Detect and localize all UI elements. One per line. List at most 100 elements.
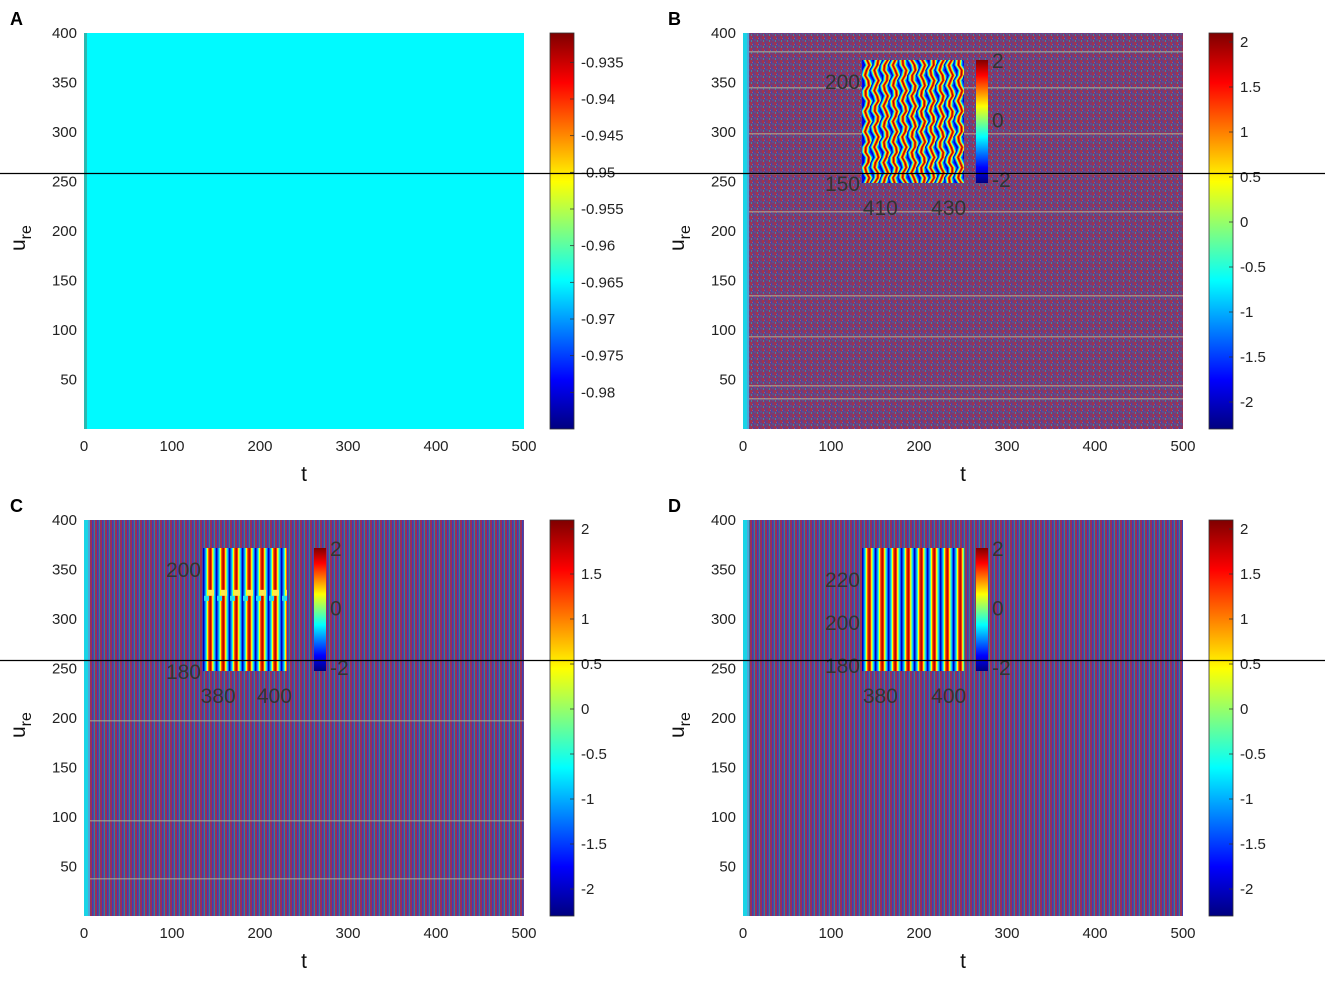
y-tick-label: 200 [711, 223, 736, 240]
inset-y-tick-label: 180 [166, 661, 201, 684]
inset-colorbar-tick-label: 2 [330, 538, 342, 561]
heatmap-defect-line [749, 211, 1183, 213]
colorbar-tick-label: -1 [1240, 791, 1253, 808]
x-tick-label: 400 [1082, 925, 1107, 942]
x-axis-label: t [301, 950, 307, 973]
heatmap-transient-edge [747, 33, 749, 429]
heatmap-defect-line [749, 87, 1183, 89]
x-tick-label: 400 [423, 438, 448, 455]
panel-c-heatmap [84, 520, 524, 916]
x-tick-label: 500 [511, 438, 536, 455]
colorbar-gradient [549, 32, 575, 430]
colorbar-tick-label: 0 [1240, 214, 1248, 231]
y-tick-label: 200 [711, 710, 736, 727]
inset-heatmap [862, 60, 964, 183]
inset-y-tick-label: 220 [825, 569, 860, 592]
panel-a-colorbar: -0.935 -0.94 -0.945 -0.95 -0.955 -0.96 -0.965 -… [549, 32, 624, 430]
x-axis-label: t [960, 950, 966, 973]
colorbar-tick-label: 1.5 [581, 566, 602, 583]
y-axis-label: ure [7, 225, 35, 251]
colorbar-tick-label: -0.96 [581, 238, 615, 255]
heatmap-transient-edge [747, 520, 749, 916]
y-tick-label: 150 [52, 273, 77, 290]
heatmap-field [84, 520, 524, 916]
y-tick-label: 100 [52, 809, 77, 826]
colorbar-tick-label: 2 [581, 521, 589, 538]
heatmap-transient [743, 520, 747, 916]
y-tick-label: 400 [52, 25, 77, 42]
colorbar-tick-label: 0.5 [1240, 656, 1261, 673]
colorbar-tick-label: 1 [581, 611, 589, 628]
colorbar-tick-label: 1 [1240, 611, 1248, 628]
y-tick-label: 300 [52, 611, 77, 628]
heatmap-transient [743, 33, 747, 429]
heatmap-defect-line [749, 398, 1183, 400]
heatmap-defect-line [749, 295, 1183, 297]
x-axis-label: t [960, 463, 966, 486]
x-tick-label: 0 [739, 438, 747, 455]
x-tick-label: 200 [906, 438, 931, 455]
colorbar-tick-label: 0 [1240, 701, 1248, 718]
inset-x-tick-label: 400 [257, 685, 292, 708]
x-tick-label: 500 [511, 925, 536, 942]
colorbar-tick-label: -2 [581, 881, 594, 898]
panel-c-axes: 0 100 200 300 400 500 50 100 150 200 250 300 350 400 t… [7, 512, 537, 973]
inset-colorbar [314, 548, 326, 671]
y-tick-label: 400 [711, 25, 736, 42]
inset-colorbar [976, 60, 988, 183]
y-tick-label: 250 [52, 174, 77, 191]
colorbar-tick-label: 2 [1240, 521, 1248, 538]
x-tick-label: 0 [80, 438, 88, 455]
y-tick-label: 50 [60, 372, 77, 389]
x-tick-label: 0 [80, 925, 88, 942]
y-tick-label: 100 [711, 809, 736, 826]
y-tick-label: 150 [52, 760, 77, 777]
colorbar-tick-label: 0.5 [1240, 169, 1261, 186]
panel-c-inset: 2 0 -2 380 400 200 180 [166, 538, 349, 708]
y-tick-label: 350 [52, 75, 77, 92]
inset-colorbar-tick-label: 2 [992, 538, 1004, 561]
panel-b-label: B [668, 9, 681, 29]
inset-y-tick-label: 180 [825, 655, 860, 678]
x-tick-label: 0 [739, 925, 747, 942]
y-tick-label: 200 [52, 710, 77, 727]
colorbar-gradient [549, 519, 575, 917]
y-axis-label: ure [7, 712, 35, 738]
x-tick-label: 300 [335, 925, 360, 942]
x-tick-label: 200 [906, 925, 931, 942]
y-tick-label: 100 [52, 322, 77, 339]
inset-colorbar-tick-label: -2 [330, 657, 349, 680]
colorbar-tick-label: -1 [1240, 304, 1253, 321]
panel-b-colorbar: 2 1.5 1 0.5 0 -0.5 -1 -1.5 -2 [1208, 32, 1266, 430]
heatmap-defect-line [749, 336, 1183, 338]
x-tick-label: 300 [335, 438, 360, 455]
inset-x-tick-label: 400 [931, 685, 966, 708]
y-tick-label: 100 [711, 322, 736, 339]
inset-colorbar-tick-label: 2 [992, 50, 1004, 73]
y-tick-label: 300 [711, 124, 736, 141]
panel-a-heatmap [84, 33, 524, 429]
x-tick-label: 400 [423, 925, 448, 942]
colorbar-tick-label: -1.5 [1240, 349, 1266, 366]
y-tick-label: 150 [711, 273, 736, 290]
heatmap-defect-line [749, 133, 1183, 135]
inset-colorbar-tick-label: -2 [992, 169, 1011, 192]
y-tick-label: 300 [711, 611, 736, 628]
panel-d-axes: 0 100 200 300 400 500 50 100 150 200 250 300 350 400 t… [666, 512, 1196, 973]
panel-a-label: A [10, 9, 23, 29]
x-tick-label: 300 [994, 925, 1019, 942]
heatmap-defect-line [749, 51, 1183, 53]
x-axis-label: t [301, 463, 307, 486]
inset-heatmap [203, 548, 287, 671]
colorbar-tick-label: 2 [1240, 34, 1248, 51]
y-tick-label: 50 [60, 859, 77, 876]
y-tick-label: 350 [711, 75, 736, 92]
colorbar-tick-label: -2 [1240, 394, 1253, 411]
x-tick-label: 100 [159, 925, 184, 942]
inset-x-tick-label: 380 [201, 685, 236, 708]
inset-heatmap [862, 548, 964, 671]
colorbar-tick-label: -0.94 [581, 91, 615, 108]
heatmap-defect-line [90, 878, 524, 880]
colorbar-tick-label: -0.5 [1240, 746, 1266, 763]
